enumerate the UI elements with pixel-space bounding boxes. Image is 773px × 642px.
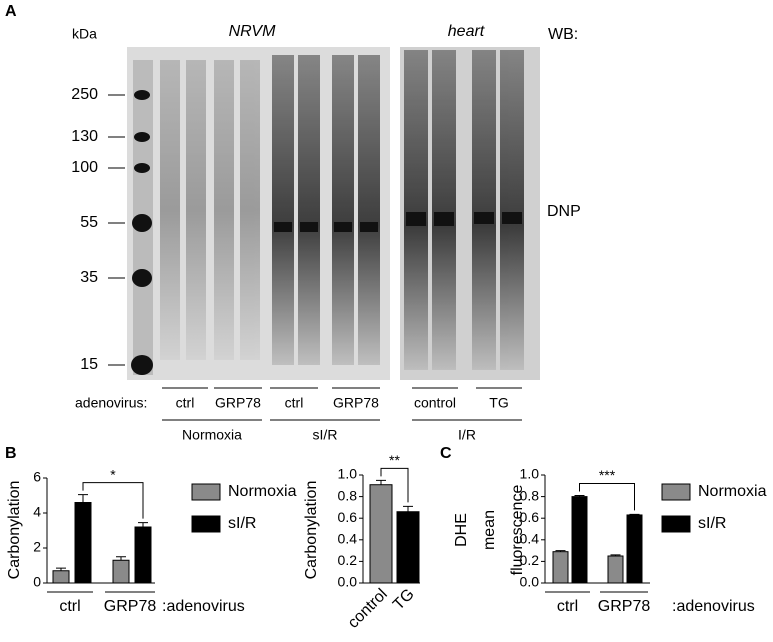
bar: [52, 570, 70, 584]
kda-label: kDa: [72, 26, 97, 42]
y-tick-label: 6: [33, 469, 41, 485]
error-bar: [574, 495, 585, 497]
y-tick-label: 0.6: [338, 509, 358, 525]
category-suffix: :adenovirus: [162, 598, 245, 615]
panel-letter: C: [440, 445, 452, 462]
bar: [396, 511, 420, 584]
y-tick-label: 2: [33, 539, 41, 555]
error-bar: [403, 505, 413, 512]
y-axis-label: DHE: [453, 513, 470, 547]
bar: [369, 484, 393, 584]
error-bar: [116, 556, 126, 561]
y-axis-label: Carbonylation: [303, 481, 320, 580]
y-tick-label: 0.4: [520, 531, 540, 547]
significance-bracket: [82, 482, 144, 519]
error-bar: [56, 567, 66, 571]
x-tick-label: control: [345, 586, 391, 632]
condition-label: Normoxia: [182, 427, 242, 443]
panel-letter: A: [5, 3, 17, 20]
y-tick-label: 0.2: [338, 552, 358, 568]
bar: [571, 496, 588, 584]
legend-label: Normoxia: [698, 483, 767, 500]
y-tick-label: 0.0: [338, 574, 358, 590]
y-tick-label: 0.4: [338, 531, 358, 547]
adenovirus-label: adenovirus:: [75, 395, 147, 411]
bar: [74, 502, 92, 584]
y-tick-label: 1.0: [338, 466, 358, 482]
y-tick-label: 0.6: [520, 509, 540, 525]
category-suffix: :adenovirus: [672, 598, 755, 615]
significance-label: ***: [599, 467, 616, 483]
error-bar: [555, 550, 566, 552]
error-bar: [629, 513, 640, 515]
y-tick-label: 0.8: [338, 487, 358, 503]
dnp-label: DNP: [547, 203, 581, 220]
x-tick-label: ctrl: [557, 598, 578, 615]
marker-label: 130: [71, 128, 98, 145]
legend-swatch: [661, 515, 691, 533]
legend-swatch: [191, 515, 221, 533]
legend-label: Normoxia: [228, 483, 297, 500]
legend-label: sI/R: [228, 515, 256, 532]
y-tick-label: 4: [33, 504, 41, 520]
condition-label: sI/R: [313, 427, 338, 443]
x-tick-label: GRP78: [104, 598, 157, 615]
legend-swatch: [191, 483, 221, 501]
x-tick-label: TG: [390, 586, 418, 614]
bar: [552, 551, 569, 584]
marker-label: 250: [71, 86, 98, 103]
x-tick-label: GRP78: [598, 598, 651, 615]
heart-label: heart: [448, 23, 485, 40]
y-axis-label: mean: [481, 510, 498, 550]
nrvm-label: NRVM: [229, 23, 276, 40]
lane-label: ctrl: [285, 395, 304, 411]
bar: [607, 555, 624, 584]
error-bar: [78, 494, 88, 503]
significance-bracket: [380, 467, 409, 503]
blot: [127, 47, 540, 380]
legend-label: sI/R: [698, 515, 726, 532]
lane-lines: [162, 387, 522, 421]
error-bar: [610, 554, 621, 556]
y-tick-label: 0: [33, 574, 41, 590]
y-axis-label: Carbonylation: [6, 481, 23, 580]
y-tick-label: 0.8: [520, 487, 540, 503]
significance-label: *: [110, 466, 116, 482]
bar: [134, 526, 152, 584]
significance-label: **: [389, 452, 400, 468]
lane-label: TG: [489, 395, 508, 411]
condition-label: I/R: [458, 427, 476, 443]
lane-label: GRP78: [333, 395, 379, 411]
lane-label: ctrl: [176, 395, 195, 411]
bar: [112, 559, 130, 584]
wb-label: WB:: [548, 26, 578, 43]
lane-label: control: [414, 395, 456, 411]
bar: [626, 514, 643, 584]
marker-label: 55: [80, 214, 98, 231]
x-tick-label: ctrl: [59, 598, 80, 615]
marker-label: 15: [80, 356, 98, 373]
y-axis-label: fluorescence: [509, 485, 526, 576]
lane-label: GRP78: [215, 395, 261, 411]
marker-label: 100: [71, 159, 98, 176]
legend-swatch: [661, 483, 691, 501]
y-tick-label: 0.0: [520, 574, 540, 590]
error-bar: [376, 479, 386, 485]
significance-bracket: [579, 483, 635, 511]
panel-letter: B: [5, 445, 17, 462]
error-bar: [138, 522, 148, 527]
y-tick-label: 1.0: [520, 466, 540, 482]
y-tick-label: 0.2: [520, 552, 540, 568]
marker-label: 35: [80, 269, 98, 286]
